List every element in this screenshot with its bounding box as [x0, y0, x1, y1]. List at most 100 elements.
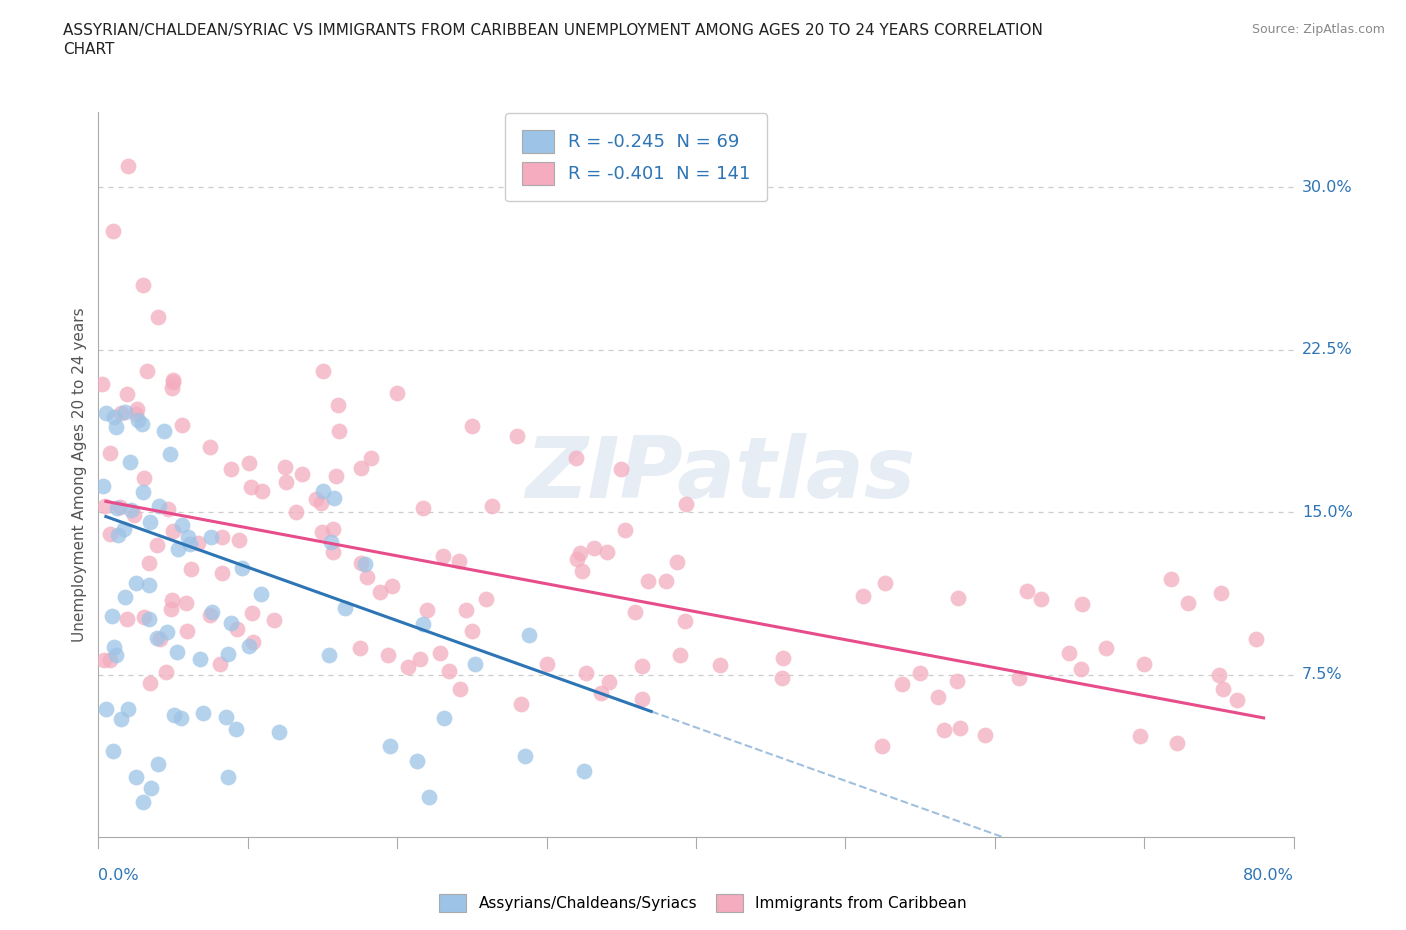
Point [1209, 585, 1232, 600]
Point [475, 591, 498, 606]
Point [162, 524, 184, 538]
Point [104, 420, 127, 435]
Point [673, 613, 696, 628]
Point [406, 753, 429, 768]
Text: ZIPatlas: ZIPatlas [524, 432, 915, 516]
Point [117, 701, 139, 716]
Point [238, 456, 260, 471]
Point [114, 521, 136, 536]
Point [149, 631, 172, 646]
Point [481, 498, 503, 513]
Point [565, 451, 588, 466]
Point [107, 527, 129, 542]
Point [613, 523, 636, 538]
Point [156, 625, 179, 640]
Point [946, 591, 969, 605]
Point [146, 538, 169, 552]
Point [148, 310, 170, 325]
Point [349, 641, 371, 656]
Point [1070, 662, 1092, 677]
Point [323, 491, 346, 506]
Point [575, 665, 598, 680]
Point [114, 589, 136, 604]
Point [396, 659, 419, 674]
Point [890, 676, 912, 691]
Point [305, 492, 328, 507]
Point [139, 781, 162, 796]
Point [328, 424, 350, 439]
Point [134, 470, 156, 485]
Point [138, 612, 160, 627]
Point [108, 499, 131, 514]
Point [198, 439, 221, 454]
Point [228, 533, 250, 548]
Point [1166, 736, 1188, 751]
Point [176, 623, 198, 638]
Point [322, 522, 344, 537]
Point [1031, 592, 1053, 607]
Point [94, 405, 117, 420]
Point [190, 652, 212, 667]
Point [568, 545, 591, 560]
Point [138, 578, 160, 592]
Point [250, 587, 273, 602]
Point [139, 514, 162, 529]
Point [138, 555, 160, 570]
Point [124, 406, 146, 421]
Point [201, 604, 224, 619]
Point [200, 530, 222, 545]
Point [412, 500, 434, 515]
Point [429, 645, 451, 660]
Point [240, 605, 263, 620]
Point [536, 657, 558, 671]
Point [312, 484, 335, 498]
Point [162, 375, 184, 390]
Point [328, 398, 350, 413]
Point [163, 708, 186, 723]
Point [381, 578, 404, 593]
Point [219, 616, 242, 631]
Point [416, 603, 439, 618]
Point [209, 657, 232, 671]
Point [449, 553, 471, 568]
Point [263, 613, 285, 628]
Point [1094, 641, 1116, 656]
Point [211, 565, 233, 580]
Point [114, 405, 136, 419]
Point [464, 657, 486, 671]
Point [94, 701, 117, 716]
Point [159, 446, 181, 461]
Point [517, 628, 540, 643]
Point [1212, 681, 1234, 696]
Point [103, 640, 125, 655]
Point [655, 573, 678, 588]
Point [115, 612, 138, 627]
Point [94, 498, 117, 513]
Point [98, 445, 121, 460]
Point [239, 480, 262, 495]
Point [461, 418, 484, 433]
Point [98, 652, 121, 667]
Point [450, 682, 472, 697]
Legend: Assyrians/Chaldeans/Syriacs, Immigrants from Caribbean: Assyrians/Chaldeans/Syriacs, Immigrants … [433, 888, 973, 918]
Point [311, 364, 333, 379]
Point [91, 479, 114, 494]
Text: CHART: CHART [63, 42, 115, 57]
Point [170, 418, 193, 432]
Point [1059, 645, 1081, 660]
Point [226, 621, 249, 636]
Point [160, 380, 183, 395]
Text: 80.0%: 80.0% [1243, 868, 1294, 883]
Point [669, 647, 692, 662]
Point [170, 517, 193, 532]
Point [610, 461, 633, 476]
Point [148, 498, 170, 513]
Point [1177, 596, 1199, 611]
Point [513, 749, 536, 764]
Text: ASSYRIAN/CHALDEAN/SYRIAC VS IMMIGRANTS FROM CARIBBEAN UNEMPLOYMENT AMONG AGES 20: ASSYRIAN/CHALDEAN/SYRIAC VS IMMIGRANTS F… [63, 23, 1043, 38]
Point [356, 570, 378, 585]
Point [368, 585, 391, 600]
Point [709, 658, 731, 672]
Point [132, 277, 155, 292]
Point [103, 223, 125, 238]
